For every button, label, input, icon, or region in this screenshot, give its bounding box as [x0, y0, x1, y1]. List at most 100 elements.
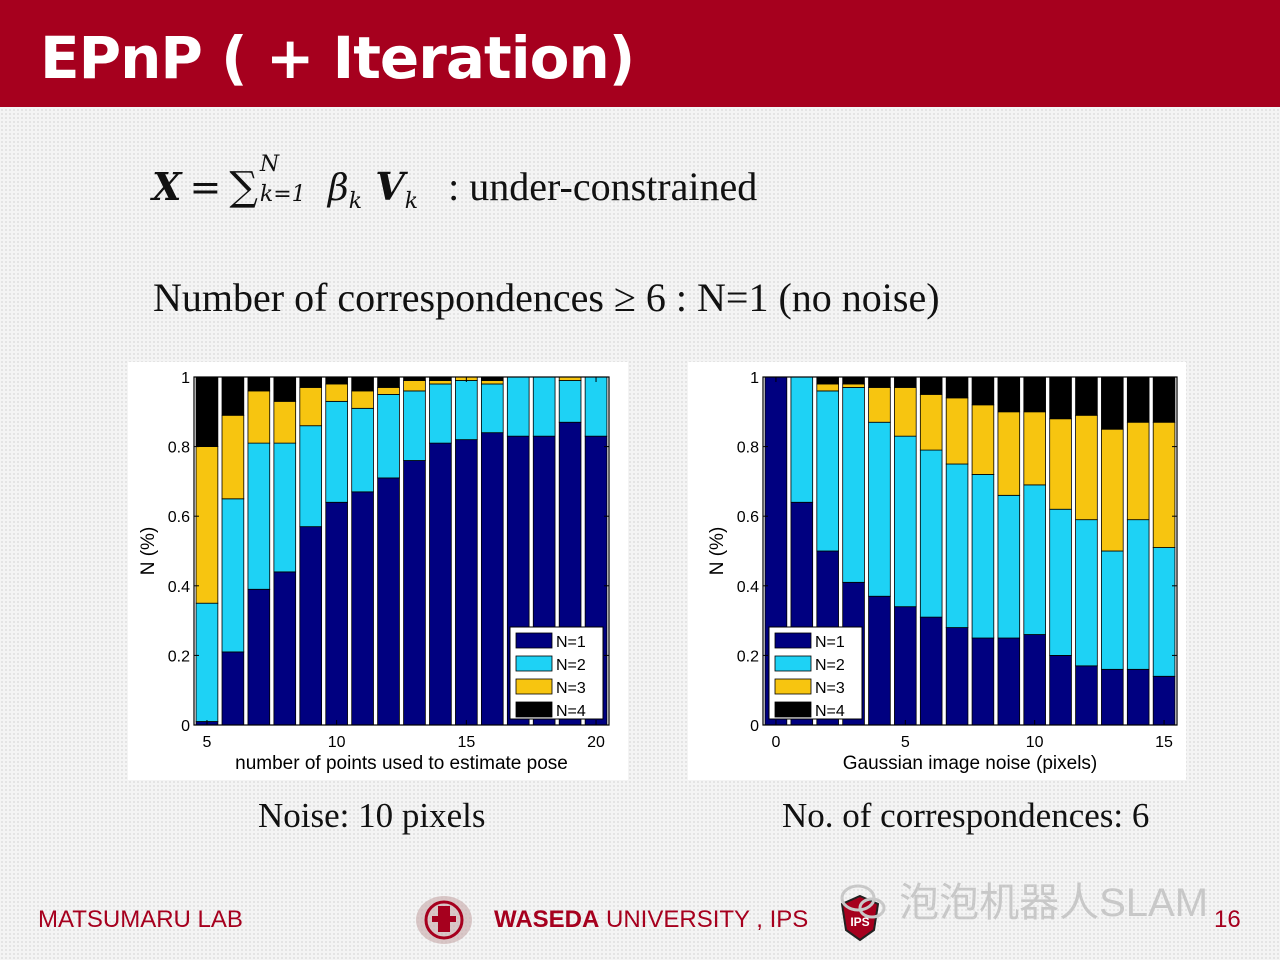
bar-segment-N1-x7: [247, 588, 271, 726]
footer-university-bold: WASEDA: [494, 906, 600, 933]
legend-swatch-N2: [774, 655, 812, 672]
slide-title: EPnP ( + Iteration): [40, 24, 635, 92]
bar-segment-N2-x3: [842, 387, 865, 583]
bar-segment-N3-x13: [403, 380, 426, 392]
bar-segment-N2-x16: [480, 383, 504, 434]
formula-beta: β: [327, 168, 349, 209]
legend-label-N3: N=3: [556, 680, 586, 697]
y-tick-label: 0: [750, 718, 759, 735]
x-axis-label: number of points used to estimate pose: [235, 753, 568, 774]
bar-segment-N2-x11: [351, 407, 374, 493]
bar-segment-N3-x5: [195, 446, 219, 604]
caption-right: No. of correspondences: 6: [782, 796, 1150, 835]
legend-label-N3: N=3: [815, 680, 845, 697]
bar-segment-N4-x11: [351, 376, 374, 392]
bar-segment-N2-x6: [221, 498, 245, 653]
x-axis-label: Gaussian image noise (pixels): [843, 753, 1098, 774]
bar-segment-N1-x15: [455, 439, 478, 726]
bar-segment-N4-x7: [945, 376, 969, 399]
bar-segment-N1-x6: [919, 616, 943, 726]
bar-segment-N3-x14: [429, 380, 452, 385]
bar-segment-N1-x8: [971, 637, 995, 726]
watermark-text: 泡泡机器人SLAM: [899, 881, 1209, 925]
correspondence-statement: Number of correspondences ≥ 6 : N=1 (no …: [153, 275, 940, 320]
bar-segment-N3-x7: [247, 390, 271, 444]
legend-label-N4: N=4: [556, 703, 586, 720]
footer-university: WASEDA UNIVERSITY , IPS: [494, 906, 808, 934]
bar-segment-N3-x12: [1075, 414, 1098, 521]
bar-segment-N2-x15: [1152, 547, 1176, 677]
bar-segment-N2-x7: [247, 442, 271, 590]
bar-segment-N1-x10: [325, 501, 348, 726]
bar-segment-N2-x14: [1126, 519, 1150, 670]
formula-vector: V: [375, 164, 405, 209]
bar-segment-N2-x1: [790, 376, 814, 503]
bar-segment-N4-x4: [868, 376, 891, 388]
bar-segment-N2-x5: [195, 602, 219, 722]
bar-segment-N1-x13: [1101, 668, 1124, 726]
chart-left-panel: 0 0.2 0.4 0.6 0.8 1 5 10 15 20 number of points us…: [128, 362, 628, 780]
y-tick-label: 0.4: [168, 579, 190, 596]
bar-segment-N2-x12: [1075, 519, 1098, 667]
bar-segment-N1-x7: [945, 627, 969, 726]
bar-segment-N4-x12: [377, 376, 400, 388]
bar-segment-N3-x6: [221, 414, 245, 500]
bar-segment-N4-x6: [919, 376, 943, 395]
y-tick-label: 0.8: [168, 440, 190, 457]
formula-sum-symbol: ∑: [229, 164, 258, 210]
bar-segment-N1-x9: [299, 526, 323, 726]
formula-lhs: X: [152, 164, 182, 209]
bar-segment-N4-x9: [299, 376, 323, 388]
legend-swatch-N1: [774, 632, 812, 649]
y-tick-label: 1: [181, 370, 190, 387]
bar-segment-N2-x13: [1101, 550, 1124, 670]
formula-sum-upper: N: [259, 152, 280, 177]
bar-segment-N3-x11: [1049, 418, 1072, 510]
bar-segment-N1-x9: [997, 637, 1021, 726]
bar-segment-N2-x7: [945, 463, 969, 628]
bar-segment-N3-x9: [299, 387, 323, 427]
legend-label-N2: N=2: [815, 657, 845, 674]
chat-bubble-icon: [840, 884, 886, 919]
bar-segment-N4-x11: [1049, 376, 1072, 420]
bar-segment-N2-x15: [455, 380, 478, 441]
bar-segment-N4-x8: [273, 376, 297, 402]
y-tick-label: 0.2: [737, 648, 759, 665]
bar-segment-N1-x6: [221, 651, 245, 726]
bar-segment-N4-x12: [1075, 376, 1098, 416]
bar-segment-N2-x17: [506, 376, 530, 437]
bar-segment-N3-x5: [894, 387, 917, 437]
bar-segment-N2-x4: [868, 421, 891, 597]
bar-segment-N2-x9: [299, 425, 323, 528]
caption-left: Noise: 10 pixels: [258, 796, 486, 835]
legend-swatch-N1: [515, 632, 553, 649]
bar-segment-N1-x8: [273, 571, 297, 726]
bar-segment-N1-x12: [1075, 665, 1098, 726]
bar-segment-N4-x3: [842, 376, 865, 385]
waseda-crest-logo: [416, 896, 472, 944]
x-tick-label: 5: [203, 734, 212, 751]
bar-segment-N2-x18: [532, 376, 556, 437]
y-axis-label: N (%): [707, 527, 728, 576]
bar-segment-N2-x8: [971, 474, 995, 639]
x-tick-label: 20: [587, 734, 605, 751]
legend-label-N1: N=1: [815, 634, 845, 651]
y-tick-label: 0: [181, 718, 190, 735]
bar-segment-N1-x13: [403, 460, 426, 726]
bar-segment-N2-x14: [429, 383, 452, 444]
bar-segment-N2-x10: [325, 400, 348, 503]
bar-segment-N4-x5: [195, 376, 219, 447]
bar-segment-N2-x12: [377, 394, 400, 479]
bar-segment-N2-x2: [816, 390, 839, 552]
bar-segment-N2-x10: [1023, 484, 1046, 635]
bar-segment-N2-x13: [403, 390, 426, 461]
formula-sum-lower: k=1: [259, 182, 306, 207]
bar-segment-N3-x16: [480, 380, 504, 385]
chart-right-panel: 0 0.2 0.4 0.6 0.8 1 0 5 10 15 Gaussian image noise…: [688, 362, 1186, 780]
y-tick-label: 0.6: [737, 509, 759, 526]
bar-segment-N4-x14: [1126, 376, 1150, 423]
axes-box: [762, 376, 1178, 726]
legend-swatch-N3: [774, 678, 812, 695]
